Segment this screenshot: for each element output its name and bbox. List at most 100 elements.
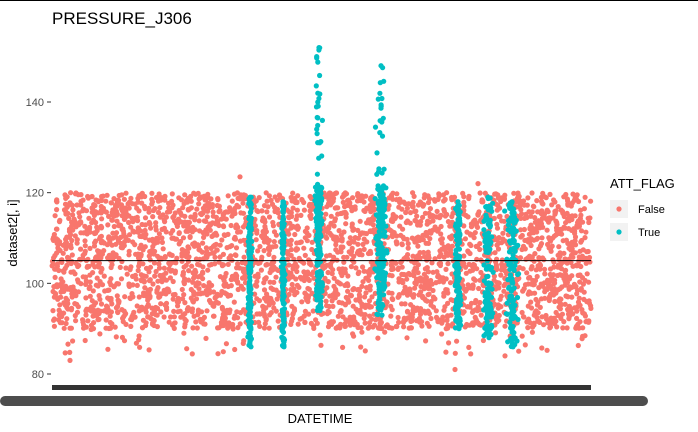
data-point-true <box>280 199 286 205</box>
data-point-true <box>378 63 384 69</box>
data-point-false <box>157 205 163 211</box>
data-point-false <box>432 256 438 262</box>
data-point-false <box>344 281 350 287</box>
data-point-false <box>522 237 528 243</box>
data-point-false <box>54 199 60 205</box>
data-point-false <box>536 246 542 252</box>
data-point-false <box>237 174 243 180</box>
data-point-false <box>423 297 429 303</box>
data-point-false <box>547 191 553 197</box>
data-point-true <box>246 287 252 293</box>
data-point-true <box>312 184 319 190</box>
data-point-false <box>138 272 144 278</box>
data-point-true <box>379 95 385 102</box>
data-point-false <box>210 209 216 215</box>
data-point-false <box>393 323 399 330</box>
data-point-false <box>559 284 565 290</box>
data-point-false <box>174 255 180 261</box>
data-point-false <box>357 307 363 313</box>
data-point-false <box>436 279 442 285</box>
data-point-false <box>558 207 564 213</box>
data-point-false <box>286 214 292 220</box>
data-point-true <box>508 288 514 294</box>
data-point-true <box>319 117 325 123</box>
data-point-false <box>120 315 126 321</box>
data-point-true <box>456 255 462 261</box>
data-point-false <box>577 272 583 278</box>
data-point-false <box>327 252 333 258</box>
data-point-true <box>247 313 253 319</box>
y-axis-title: dataset2[, i] <box>5 199 20 266</box>
data-point-false <box>178 219 184 225</box>
data-point-false <box>207 227 213 233</box>
data-point-false <box>440 279 446 285</box>
data-point-false <box>396 319 402 325</box>
data-point-false <box>340 344 346 350</box>
data-point-true <box>315 252 321 258</box>
data-point-false <box>519 232 525 239</box>
data-point-false <box>98 203 104 210</box>
data-point-false <box>151 322 157 329</box>
data-point-false <box>307 201 313 207</box>
data-point-false <box>290 205 296 211</box>
data-point-false <box>221 282 227 288</box>
data-point-false <box>329 293 335 299</box>
data-point-false <box>126 283 132 289</box>
data-point-false <box>445 313 451 319</box>
data-point-false <box>78 281 84 287</box>
data-point-false <box>335 324 341 330</box>
data-point-false <box>390 213 396 220</box>
data-point-false <box>569 243 575 249</box>
data-point-false <box>423 240 429 246</box>
data-point-false <box>289 198 295 204</box>
data-point-false <box>126 205 132 211</box>
data-point-false <box>192 211 198 217</box>
data-point-false <box>106 252 112 258</box>
data-point-false <box>399 242 405 248</box>
data-point-false <box>559 311 566 317</box>
data-point-true <box>315 259 321 265</box>
data-point-false <box>294 199 300 206</box>
data-point-true <box>281 259 287 266</box>
data-point-true <box>382 201 388 207</box>
data-point-false <box>448 236 454 242</box>
data-point-false <box>150 214 156 220</box>
data-point-false <box>119 192 125 198</box>
data-point-false <box>351 333 357 339</box>
data-point-false <box>54 226 60 232</box>
data-point-false <box>309 239 315 245</box>
data-point-false <box>75 263 81 269</box>
data-point-false <box>359 283 365 289</box>
data-point-false <box>491 301 497 307</box>
data-point-false <box>271 254 277 260</box>
data-point-false <box>108 200 114 206</box>
data-point-true <box>280 265 286 271</box>
data-point-false <box>414 257 420 263</box>
data-point-false <box>196 286 202 292</box>
data-point-false <box>134 303 140 309</box>
data-point-false <box>529 230 535 236</box>
data-point-false <box>443 266 449 272</box>
data-point-false <box>228 283 234 289</box>
data-point-false <box>493 259 499 265</box>
data-point-false <box>555 204 561 210</box>
data-point-false <box>581 206 588 212</box>
data-point-false <box>404 292 411 298</box>
data-point-false <box>142 307 148 313</box>
data-point-false <box>286 262 292 268</box>
data-point-false <box>461 199 467 205</box>
data-point-true <box>248 344 254 350</box>
data-point-false <box>104 307 110 313</box>
data-point-false <box>254 311 260 317</box>
data-point-false <box>78 202 84 208</box>
data-point-true <box>489 286 495 292</box>
data-point-false <box>463 264 469 270</box>
data-point-true <box>507 266 513 272</box>
data-point-true <box>379 133 386 139</box>
data-point-false <box>297 239 303 246</box>
data-point-false <box>95 283 101 289</box>
data-point-false <box>552 298 558 305</box>
data-point-true <box>490 269 496 275</box>
data-point-false <box>189 351 195 357</box>
data-point-false <box>183 228 189 234</box>
